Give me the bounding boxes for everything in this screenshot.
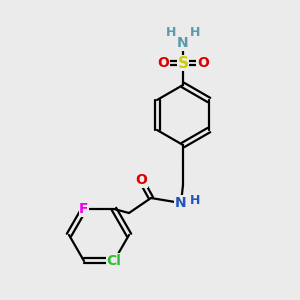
Text: N: N [177, 36, 189, 50]
Text: N: N [175, 196, 187, 210]
Text: H: H [190, 26, 200, 40]
Text: S: S [178, 56, 188, 70]
Text: Cl: Cl [106, 254, 122, 268]
Text: O: O [135, 173, 147, 187]
Text: O: O [157, 56, 169, 70]
Text: H: H [166, 26, 176, 40]
Text: O: O [197, 56, 209, 70]
Text: F: F [79, 202, 89, 216]
Text: H: H [190, 194, 200, 208]
